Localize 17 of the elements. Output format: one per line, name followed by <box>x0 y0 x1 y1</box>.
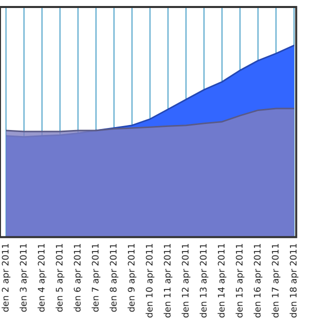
x-tick-label: den 15 apr 2011 <box>236 243 246 318</box>
x-tick-label: den 12 apr 2011 <box>181 243 192 318</box>
x-tick-label: den 11 apr 2011 <box>163 243 174 318</box>
x-tick-label: den 10 apr 2011 <box>145 243 156 318</box>
x-tick-label: den 5 apr 2011 <box>55 243 66 312</box>
x-tick-label: den 2 apr 2011 <box>1 243 12 312</box>
x-tick-label: den 3 apr 2011 <box>19 243 30 312</box>
x-tick-label: den 16 apr 2011 <box>254 243 264 318</box>
x-tick-label: den 4 apr 2011 <box>37 243 48 312</box>
x-tick-label: den 8 apr 2011 <box>109 243 120 312</box>
x-tick-label: den 17 apr 2011 <box>272 243 282 318</box>
x-tick-label: den 9 apr 2011 <box>127 243 138 312</box>
x-tick-label: den 13 apr 2011 <box>199 243 210 318</box>
x-tick-label: den 14 apr 2011 <box>217 243 228 318</box>
x-tick-label: den 18 apr 2011 <box>290 243 300 318</box>
x-tick-label: den 6 apr 2011 <box>73 243 84 312</box>
x-tick-label: den 7 apr 2011 <box>91 243 102 312</box>
